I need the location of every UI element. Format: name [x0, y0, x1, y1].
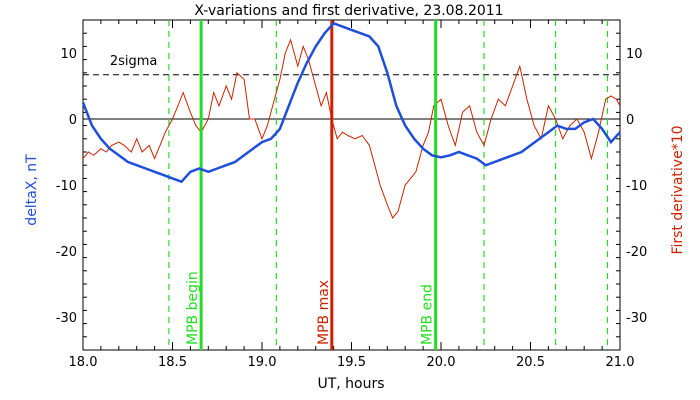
- x-tick-label: 18.0: [69, 355, 98, 370]
- mpb-marker-label: MPB max: [316, 280, 332, 345]
- sigma-label: 2sigma: [110, 54, 158, 69]
- y-axis-label-left: deltaX, nT: [24, 154, 40, 226]
- y-tick-label-right: -10: [626, 179, 647, 194]
- y-tick-label-right: -30: [626, 311, 647, 326]
- y-tick-label-left: -20: [56, 245, 77, 260]
- mpb-marker-label: MPB end: [420, 284, 436, 345]
- x-tick-label: 20.0: [427, 355, 456, 370]
- x-tick-label: 19.5: [337, 355, 366, 370]
- y-tick-label-right: -20: [626, 245, 647, 260]
- y-tick-label-left: 10: [60, 47, 77, 62]
- x-tick-label: 21.0: [606, 355, 635, 370]
- y-axis-label-right: First derivative*10: [670, 125, 686, 254]
- y-tick-label-left: -30: [56, 311, 77, 326]
- plot-frame: [82, 19, 621, 351]
- y-tick-label-right: 10: [626, 47, 643, 62]
- plot-area: 18.0 18.5 19.0 19.5 20.0 20.5 21.0 -30 -30 -20 -20…: [56, 19, 647, 370]
- y-tick-label-right: 0: [626, 113, 634, 128]
- y-tick-label-left: -10: [56, 179, 77, 194]
- mpb-marker-label: MPB begin: [185, 271, 201, 345]
- series-deltax-line: [81, 21, 621, 184]
- x-axis-label: UT, hours: [317, 376, 384, 392]
- chart-title: X-variations and first derivative, 23.08…: [194, 3, 503, 19]
- x-tick-label: 20.5: [516, 355, 545, 370]
- x-tick-label: 19.0: [248, 355, 277, 370]
- y-tick-label-left: 0: [69, 113, 77, 128]
- series-derivative-line: [82, 38, 621, 219]
- x-tick-label: 18.5: [158, 355, 187, 370]
